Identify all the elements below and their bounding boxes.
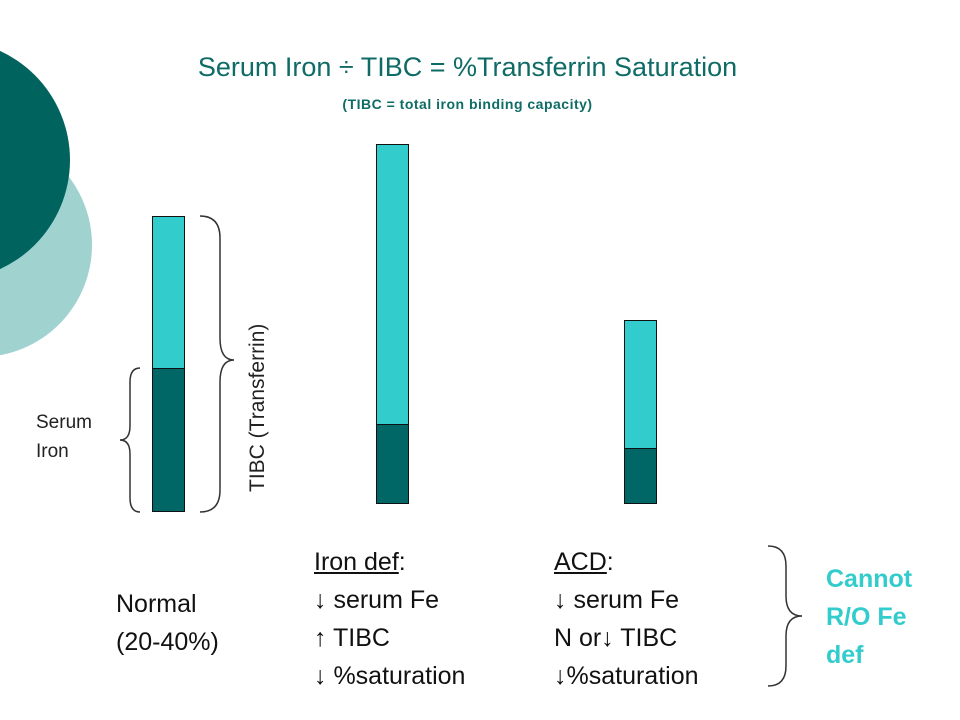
down-arrow-icon: ↓ (314, 586, 327, 614)
down-arrow-icon: ↓ (314, 662, 327, 690)
conclusion-line2: R/O Fe (826, 603, 907, 631)
normal-caption-line1: Normal (116, 590, 197, 618)
tibc-label: TIBC (Transferrin) (246, 323, 269, 492)
conclusion-line3: def (826, 641, 864, 669)
iron-def-line2: TIBC (326, 624, 390, 652)
acd-line3: %saturation (566, 662, 699, 690)
serum-iron-label-line1: Serum (36, 412, 92, 433)
iron-def-heading-colon: : (398, 548, 406, 576)
conclusion-brace (767, 545, 803, 687)
acd-heading: ACD (554, 548, 607, 576)
serum-iron-brace (119, 367, 141, 513)
acd-line2-prefix: N or (554, 624, 602, 652)
acd-block: ACD: ↓ serum Fe N or↓ TIBC ↓%saturation (554, 543, 699, 695)
serum-iron-label-line2: Iron (36, 441, 69, 462)
conclusion-line1: Cannot (826, 565, 913, 593)
normal-caption: Normal (20-40%) (116, 585, 219, 661)
slide-subtitle: (TIBC = total iron binding capacity) (342, 96, 593, 112)
tibc-brace (199, 215, 235, 513)
iron-def-block: Iron def: ↓ serum Fe ↑ TIBC ↓ %saturatio… (314, 543, 465, 695)
irondef-serum-iron-bar (376, 424, 409, 504)
iron-def-heading: Iron def (314, 548, 399, 576)
serum-iron-label: Serum Iron (36, 408, 92, 466)
normal-caption-line2: (20-40%) (116, 628, 219, 656)
down-arrow-icon: ↓ (554, 586, 567, 614)
conclusion-text: Cannot R/O Fe def (826, 560, 912, 674)
acd-heading-colon: : (606, 548, 614, 576)
acd-tibc-bar (624, 320, 657, 449)
decorative-circles (0, 50, 92, 356)
dark-circle (0, 50, 70, 270)
acd-serum-iron-bar (624, 448, 657, 504)
acd-line2: TIBC (613, 624, 678, 652)
slide-title: Serum Iron ÷ TIBC = %Transferrin Saturat… (197, 52, 738, 82)
up-arrow-icon: ↑ (314, 624, 327, 652)
down-arrow-icon: ↓ (554, 662, 567, 690)
normal-serum-iron-bar (152, 368, 185, 512)
normal-tibc-bar (152, 216, 185, 369)
down-arrow-icon: ↓ (601, 624, 614, 652)
irondef-tibc-bar (376, 144, 409, 425)
iron-def-line1: serum Fe (326, 586, 440, 614)
acd-line1: serum Fe (566, 586, 680, 614)
iron-def-line3: %saturation (326, 662, 466, 690)
